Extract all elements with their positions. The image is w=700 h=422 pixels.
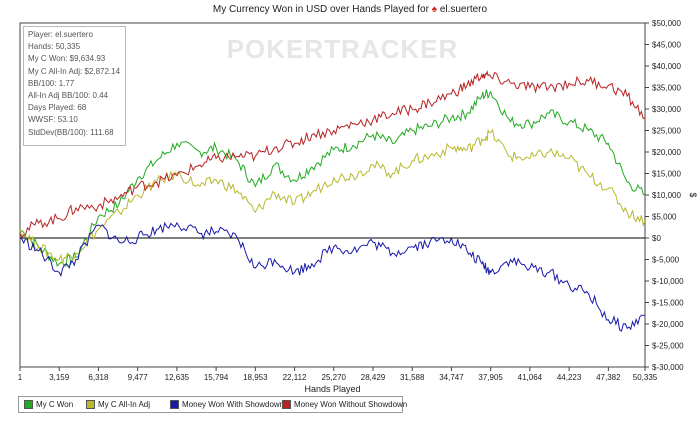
legend-item-my-c-won[interactable]: My C Won	[24, 400, 73, 409]
y-tick-label: $0	[652, 234, 661, 243]
x-tick-label: 22,112	[283, 373, 307, 382]
x-tick-label: 50,335	[633, 373, 658, 382]
y-tick-label: $40,000	[652, 62, 681, 71]
x-tick-label: 37,905	[478, 373, 503, 382]
legend-swatch	[24, 400, 33, 409]
y-axis-label: $	[688, 192, 698, 197]
y-tick-label: $25,000	[652, 127, 681, 136]
y-tick-label: $-15,000	[652, 299, 684, 308]
series-line-my-c-all-in-adj	[19, 128, 646, 264]
x-tick-label: 15,794	[204, 373, 229, 382]
y-tick-label: $-10,000	[652, 277, 684, 286]
y-tick-label: $45,000	[652, 41, 681, 50]
y-tick-label: $5,000	[652, 213, 677, 222]
x-tick-label: 3,159	[49, 373, 70, 382]
x-tick-label: 12,635	[165, 373, 190, 382]
y-tick-label: $30,000	[652, 105, 681, 114]
y-tick-label: $-25,000	[652, 342, 684, 351]
x-tick-label: 1	[18, 373, 23, 382]
chart-title-player: el.suertero	[439, 4, 488, 15]
x-tick-label: 44,223	[557, 373, 582, 382]
series-line-my-c-won	[19, 89, 646, 268]
legend: My C Won My C All-In Adj Money Won With …	[18, 396, 407, 413]
x-tick-label: 34,747	[439, 373, 464, 382]
legend-label: My C All-In Adj	[98, 400, 151, 409]
x-axis-label: Hands Played	[304, 384, 360, 394]
y-tick-label: $-30,000	[652, 363, 684, 372]
legend-label: My C Won	[36, 400, 74, 409]
legend-label: Money Won Without Showdown	[294, 400, 408, 409]
stat-all-in-adj: My C All-In Adj: $2,872.14	[28, 66, 121, 76]
x-tick-label: 31,588	[400, 373, 425, 382]
x-tick-label: 9,477	[128, 373, 149, 382]
x-tick-label: 47,382	[596, 373, 621, 382]
legend-swatch	[86, 400, 95, 409]
legend-item-money-won-without-showdown[interactable]: Money Won Without Showdown	[282, 400, 407, 409]
stats-box: Player: el.suertero Hands: 50,335 My C W…	[23, 26, 126, 146]
y-tick-label: $15,000	[652, 170, 681, 179]
stat-days-played: Days Played: 68	[28, 103, 87, 113]
x-tick-label: 41,064	[518, 373, 543, 382]
y-tick-label: $35,000	[652, 84, 681, 93]
poker-card-icon: ♠	[431, 4, 438, 15]
stat-my-c-won: My C Won: $9,634.93	[28, 54, 106, 64]
legend-item-money-won-with-showdown[interactable]: Money Won With Showdown	[170, 400, 284, 409]
legend-label: Money Won With Showdown	[182, 400, 285, 409]
legend-swatch	[282, 400, 291, 409]
y-tick-label: $50,000	[652, 19, 681, 28]
x-tick-label: 25,270	[322, 373, 347, 382]
series-line-money-won-without-showdown	[19, 70, 646, 239]
stat-stddev: StdDev(BB/100): 111.68	[28, 127, 114, 137]
legend-item-my-c-all-in-adj[interactable]: My C All-In Adj	[86, 400, 150, 409]
x-tick-label: 18,953	[243, 373, 268, 382]
x-tick-label: 6,318	[88, 373, 109, 382]
stat-hands: Hands: 50,335	[28, 42, 81, 52]
series-line-money-won-with-showdown	[19, 221, 646, 332]
stat-wwsf: WWSF: 53.10	[28, 115, 78, 125]
stat-bb100: BB/100: 1.77	[28, 78, 75, 88]
y-tick-label: $10,000	[652, 191, 681, 200]
legend-swatch	[170, 400, 179, 409]
y-tick-label: $20,000	[652, 148, 681, 157]
watermark: POKERTRACKER	[227, 34, 459, 64]
stat-player: Player: el.suertero	[28, 30, 93, 39]
y-tick-label: $-5,000	[652, 256, 680, 265]
y-tick-label: $-20,000	[652, 320, 684, 329]
stat-all-in-adj-bb100: All-In Adj BB/100: 0.44	[28, 91, 109, 101]
chart-title: My Currency Won in USD over Hands Played…	[212, 4, 488, 15]
x-tick-label: 28,429	[361, 373, 386, 382]
